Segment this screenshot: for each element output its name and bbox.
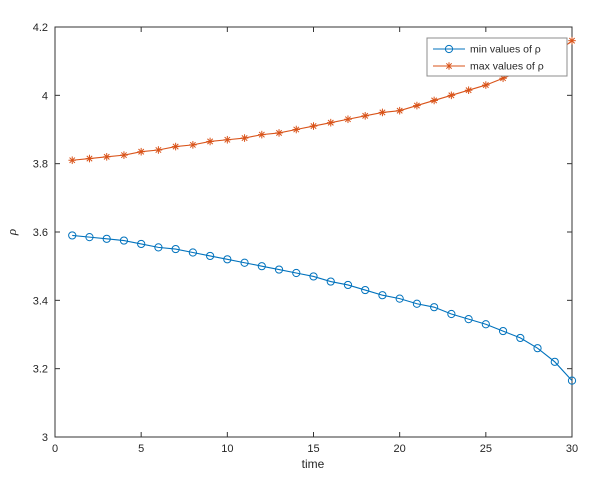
legend-entry-label: min values of ρ xyxy=(470,44,541,56)
asterisk-marker xyxy=(431,97,438,104)
circle-marker xyxy=(498,326,508,336)
asterisk-marker xyxy=(465,87,472,94)
circle-marker xyxy=(361,285,370,295)
asterisk-marker xyxy=(172,143,179,150)
circle-marker xyxy=(171,244,180,254)
circle-marker xyxy=(137,239,146,249)
circle-marker xyxy=(464,315,473,324)
circle-marker xyxy=(567,376,577,385)
circle-marker xyxy=(188,248,197,257)
asterisk-marker xyxy=(69,157,76,164)
plot-box xyxy=(54,26,573,438)
asterisk-marker xyxy=(224,136,231,143)
circle-marker xyxy=(292,268,301,278)
asterisk-marker xyxy=(310,123,317,130)
asterisk-marker xyxy=(258,131,265,138)
asterisk-marker xyxy=(241,135,248,142)
x-tick-label: 20 xyxy=(394,443,406,455)
asterisk-marker xyxy=(327,119,334,126)
asterisk-marker xyxy=(138,148,145,155)
y-tick-label: 3 xyxy=(42,432,48,444)
circle-marker xyxy=(274,265,284,274)
circle-marker xyxy=(444,44,454,54)
x-tick-label: 0 xyxy=(52,443,58,455)
axes: 0 5 10 15 20 25 30 3 3.2 3.4 3.6 3.8 4 4.2 xyxy=(33,22,578,455)
circle-marker xyxy=(257,262,266,271)
circle-marker xyxy=(378,291,387,300)
y-tick-label: 3.4 xyxy=(33,295,48,307)
y-tick-label: 3.6 xyxy=(33,227,48,239)
circle-marker xyxy=(395,294,404,303)
series-layer xyxy=(68,36,577,385)
circle-marker xyxy=(430,303,439,312)
circle-marker xyxy=(533,344,542,353)
asterisk-marker xyxy=(207,138,214,145)
circle-marker xyxy=(85,233,94,242)
series-line xyxy=(72,234,573,381)
x-tick-label: 5 xyxy=(138,443,144,455)
circle-marker xyxy=(309,272,318,281)
y-tick-label: 3.8 xyxy=(33,159,48,171)
circle-marker xyxy=(206,251,215,261)
asterisk-marker xyxy=(448,92,455,99)
circle-marker xyxy=(102,234,111,243)
asterisk-marker xyxy=(120,152,127,159)
x-tick-label: 15 xyxy=(307,443,319,455)
circle-marker xyxy=(343,280,353,290)
x-tick-label: 30 xyxy=(566,443,578,455)
circle-marker xyxy=(412,299,421,308)
circle-marker xyxy=(119,236,129,245)
circle-marker xyxy=(223,255,232,264)
x-axis-label: time xyxy=(302,457,325,471)
legend-box xyxy=(426,37,568,77)
circle-marker xyxy=(447,309,456,319)
circle-marker xyxy=(240,258,249,267)
x-tick-label: 10 xyxy=(221,443,233,455)
asterisk-marker xyxy=(103,153,110,160)
asterisk-marker xyxy=(155,146,162,154)
circle-marker xyxy=(326,277,335,286)
y-axis-label: ρ xyxy=(4,229,19,236)
circle-marker xyxy=(154,243,163,252)
asterisk-marker xyxy=(86,155,93,162)
asterisk-marker xyxy=(344,116,352,123)
asterisk-marker xyxy=(379,109,386,116)
circle-marker xyxy=(481,320,490,329)
circle-marker xyxy=(68,231,77,240)
asterisk-marker xyxy=(568,37,576,44)
asterisk-marker xyxy=(275,129,283,136)
asterisk-marker xyxy=(293,126,300,133)
asterisk-marker xyxy=(413,102,420,109)
asterisk-marker xyxy=(189,141,196,148)
y-tick-label: 4.2 xyxy=(33,22,48,34)
y-tick-label: 4 xyxy=(42,90,48,102)
asterisk-marker xyxy=(445,62,453,70)
circle-marker xyxy=(516,333,525,343)
series-0 xyxy=(68,231,577,385)
legend-entry-label: max values of ρ xyxy=(470,61,544,73)
asterisk-marker xyxy=(362,112,369,119)
circle-marker xyxy=(550,357,559,366)
asterisk-marker xyxy=(482,82,489,89)
x-tick-label: 25 xyxy=(480,443,492,455)
y-tick-label: 3.2 xyxy=(33,364,48,376)
asterisk-marker xyxy=(396,107,403,114)
legend: min values of ρ max values of ρ xyxy=(426,37,568,77)
